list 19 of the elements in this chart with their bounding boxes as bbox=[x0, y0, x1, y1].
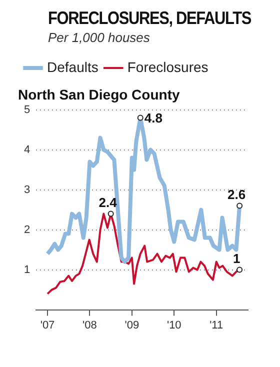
legend-label: Foreclosures bbox=[127, 58, 208, 75]
x-tick-label: '10 bbox=[166, 319, 182, 332]
x-tick-label: '11 bbox=[210, 319, 224, 332]
y-tick-label: 5 bbox=[24, 104, 30, 116]
x-tick-label: '09 bbox=[124, 319, 140, 332]
chart-title: FORECLOSURES, DEFAULTS bbox=[48, 8, 252, 29]
y-tick-label: 2 bbox=[24, 224, 30, 236]
legend-label: Defaults bbox=[47, 58, 98, 75]
x-tick-label: '07 bbox=[40, 319, 55, 332]
annotation: 2.4 bbox=[98, 194, 118, 210]
annotation: 1 bbox=[232, 250, 240, 266]
annotation: 4.8 bbox=[144, 110, 162, 126]
annotation: 2.6 bbox=[228, 186, 246, 202]
y-tick-label: 3 bbox=[24, 184, 30, 196]
text: North San Diego County bbox=[18, 86, 180, 102]
y-tick-label: 1 bbox=[24, 264, 30, 276]
x-tick-label: '08 bbox=[82, 319, 97, 332]
y-tick-label: 4 bbox=[24, 144, 30, 156]
chart-subtitle: Per 1,000 houses bbox=[48, 30, 151, 45]
